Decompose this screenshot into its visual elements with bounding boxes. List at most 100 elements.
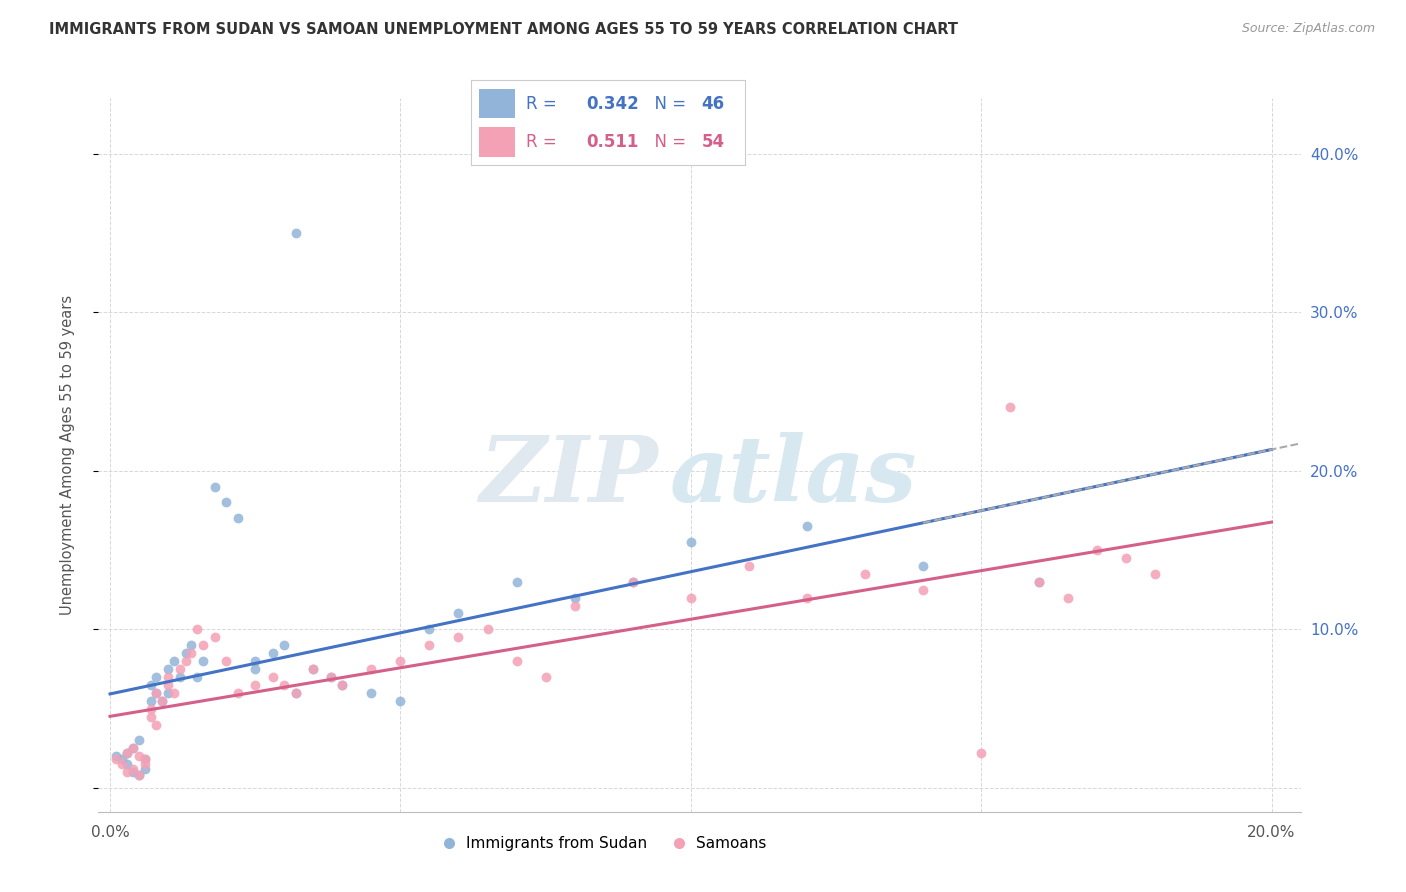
Point xyxy=(262,646,284,660)
Point xyxy=(174,646,197,660)
Point xyxy=(273,638,295,652)
Point xyxy=(245,654,267,668)
Point xyxy=(191,638,214,652)
Point xyxy=(505,654,527,668)
Y-axis label: Unemployment Among Ages 55 to 59 years: Unemployment Among Ages 55 to 59 years xyxy=(60,295,75,615)
Point xyxy=(302,662,325,676)
Point xyxy=(621,574,644,589)
Point xyxy=(1028,574,1050,589)
Point xyxy=(117,746,139,760)
Point xyxy=(134,757,156,772)
Text: 54: 54 xyxy=(702,133,724,151)
Point xyxy=(145,686,167,700)
Text: ZIP: ZIP xyxy=(479,432,658,521)
Point xyxy=(477,623,499,637)
Point xyxy=(150,694,173,708)
Point xyxy=(122,741,145,756)
Point xyxy=(1028,574,1050,589)
Point xyxy=(998,401,1021,415)
Point xyxy=(245,662,267,676)
Bar xyxy=(479,127,515,157)
Point xyxy=(134,762,156,776)
Point xyxy=(534,670,557,684)
Point xyxy=(912,558,935,573)
Point xyxy=(679,535,702,549)
Point xyxy=(970,746,993,760)
Text: R =: R = xyxy=(526,95,562,112)
Point xyxy=(122,765,145,780)
Point xyxy=(157,662,180,676)
Point xyxy=(122,741,145,756)
Point xyxy=(1115,551,1137,566)
Point xyxy=(447,607,470,621)
Point xyxy=(139,709,162,723)
Point xyxy=(853,566,876,581)
Point xyxy=(169,662,191,676)
Point xyxy=(134,752,156,766)
Point xyxy=(912,582,935,597)
Point xyxy=(796,519,818,533)
Point xyxy=(505,574,527,589)
Point xyxy=(117,757,139,772)
Text: N =: N = xyxy=(644,95,692,112)
Point xyxy=(226,686,249,700)
Point xyxy=(122,762,145,776)
Point xyxy=(139,701,162,715)
Point xyxy=(169,670,191,684)
Point xyxy=(104,749,127,764)
Point xyxy=(204,630,226,644)
Point xyxy=(157,678,180,692)
Point xyxy=(564,599,586,613)
Point xyxy=(284,686,307,700)
Point xyxy=(145,686,167,700)
Text: Source: ZipAtlas.com: Source: ZipAtlas.com xyxy=(1241,22,1375,36)
Point xyxy=(330,678,353,692)
Point xyxy=(273,678,295,692)
Point xyxy=(157,670,180,684)
Point xyxy=(360,686,382,700)
Bar xyxy=(479,89,515,119)
Point xyxy=(796,591,818,605)
Point xyxy=(128,768,150,782)
Point xyxy=(128,768,150,782)
Point xyxy=(360,662,382,676)
Point xyxy=(1144,566,1167,581)
Point xyxy=(319,670,342,684)
Point xyxy=(262,670,284,684)
Point xyxy=(204,480,226,494)
Point xyxy=(418,623,440,637)
Point xyxy=(226,511,249,525)
Point xyxy=(302,662,325,676)
Point xyxy=(145,670,167,684)
Point xyxy=(145,717,167,731)
Point xyxy=(621,574,644,589)
Point xyxy=(245,678,267,692)
Text: 46: 46 xyxy=(702,95,724,112)
Point xyxy=(174,654,197,668)
Point xyxy=(191,654,214,668)
Point xyxy=(180,638,202,652)
Point xyxy=(1085,543,1108,558)
Point xyxy=(186,623,208,637)
Point xyxy=(738,558,761,573)
Text: R =: R = xyxy=(526,133,567,151)
Point xyxy=(1057,591,1080,605)
Point xyxy=(163,654,186,668)
Point xyxy=(679,591,702,605)
Point xyxy=(104,752,127,766)
Text: N =: N = xyxy=(644,133,692,151)
Point xyxy=(157,686,180,700)
Point xyxy=(117,746,139,760)
Point xyxy=(284,226,307,240)
Point xyxy=(163,686,186,700)
Point xyxy=(117,765,139,780)
Point xyxy=(564,591,586,605)
Legend: Immigrants from Sudan, Samoans: Immigrants from Sudan, Samoans xyxy=(434,830,773,857)
Point xyxy=(139,694,162,708)
Point xyxy=(134,752,156,766)
Point xyxy=(111,752,134,766)
Text: atlas: atlas xyxy=(669,432,917,521)
Point xyxy=(447,630,470,644)
Point xyxy=(180,646,202,660)
Text: IMMIGRANTS FROM SUDAN VS SAMOAN UNEMPLOYMENT AMONG AGES 55 TO 59 YEARS CORRELATI: IMMIGRANTS FROM SUDAN VS SAMOAN UNEMPLOY… xyxy=(49,22,959,37)
